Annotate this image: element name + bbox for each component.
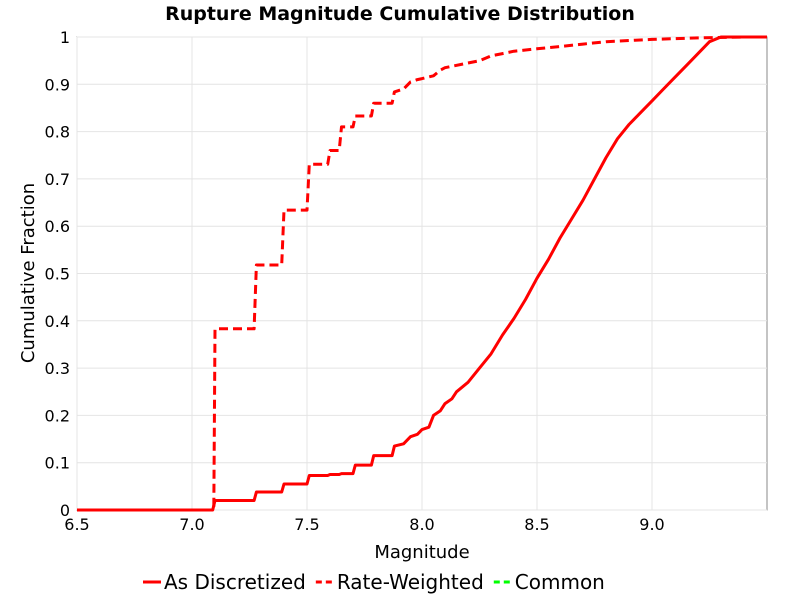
x-axis-ticks: 6.5 7.0 7.5 8.0 8.5 9.0 <box>64 515 664 534</box>
y-tick-label: 0.1 <box>45 454 70 473</box>
x-tick-label: 8.5 <box>524 515 549 534</box>
y-tick-label: 0.2 <box>45 406 70 425</box>
y-tick-label: 0 <box>60 501 70 520</box>
x-axis-label: Magnitude <box>374 542 469 563</box>
y-gridlines <box>77 36 767 511</box>
series-line-rate-weighted <box>77 35 767 512</box>
y-tick-label: 0.5 <box>45 265 70 284</box>
y-tick-label: 0.8 <box>45 123 70 142</box>
y-axis-label: Cumulative Fraction <box>18 183 39 363</box>
y-tick-label: 0.9 <box>45 75 70 94</box>
x-tick-label: 8.0 <box>409 515 434 534</box>
series-layer <box>77 35 767 512</box>
x-tick-label: 7.5 <box>294 515 319 534</box>
x-tick-label: 9.0 <box>639 515 664 534</box>
y-tick-label: 1 <box>60 28 70 47</box>
y-tick-label: 0.6 <box>45 217 70 236</box>
legend-label: Rate-Weighted <box>337 570 484 594</box>
legend: As Discretized Rate-Weighted Common <box>143 570 605 594</box>
x-tick-label: 6.5 <box>64 515 89 534</box>
y-tick-label: 0.3 <box>45 359 70 378</box>
series-line-as-discretized <box>77 35 767 512</box>
chart-title: Rupture Magnitude Cumulative Distributio… <box>165 3 635 25</box>
legend-label: As Discretized <box>164 570 306 594</box>
x-tick-label: 7.0 <box>179 515 204 534</box>
y-tick-label: 0.7 <box>45 170 70 189</box>
y-axis-ticks: 0 0.1 0.2 0.3 0.4 0.5 0.6 0.7 0.8 0.9 1 <box>45 28 70 520</box>
y-tick-label: 0.4 <box>45 312 70 331</box>
legend-label: Common <box>515 570 605 594</box>
